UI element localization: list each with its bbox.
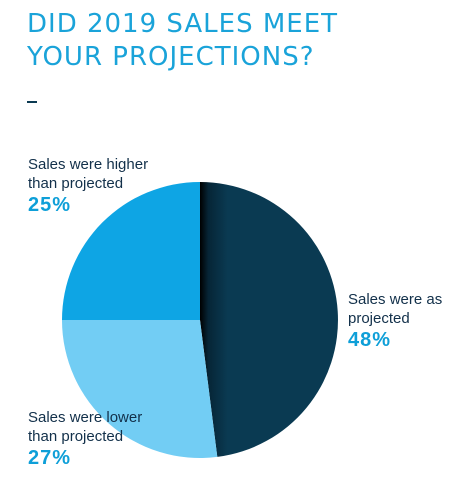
label-lower: Sales were lower than projected 27% — [28, 408, 142, 470]
label-as-projected: Sales were as projected 48% — [348, 290, 442, 352]
label-as-projected-line-2: projected — [348, 310, 410, 327]
chart-title: DID 2019 SALES MEET YOUR PROJECTIONS? — [27, 8, 338, 74]
label-lower-percent: 27% — [28, 447, 72, 469]
slice-as-projected — [200, 182, 338, 457]
label-higher: Sales were higher than projected 25% — [28, 155, 148, 217]
title-line-2: YOUR PROJECTIONS? — [27, 42, 315, 72]
slice-higher — [62, 182, 200, 320]
title-line-1: DID 2019 SALES MEET — [27, 9, 339, 39]
title-underline-dash — [27, 101, 37, 103]
label-higher-line-1: Sales were higher — [28, 156, 149, 173]
label-higher-percent: 25% — [28, 194, 72, 216]
label-as-projected-line-1: Sales were as — [348, 291, 443, 308]
label-lower-line-2: than projected — [28, 428, 124, 445]
label-higher-line-2: than projected — [28, 175, 124, 192]
label-lower-line-1: Sales were lower — [28, 409, 143, 426]
slice-lower — [62, 320, 218, 458]
label-as-projected-percent: 48% — [348, 329, 392, 351]
